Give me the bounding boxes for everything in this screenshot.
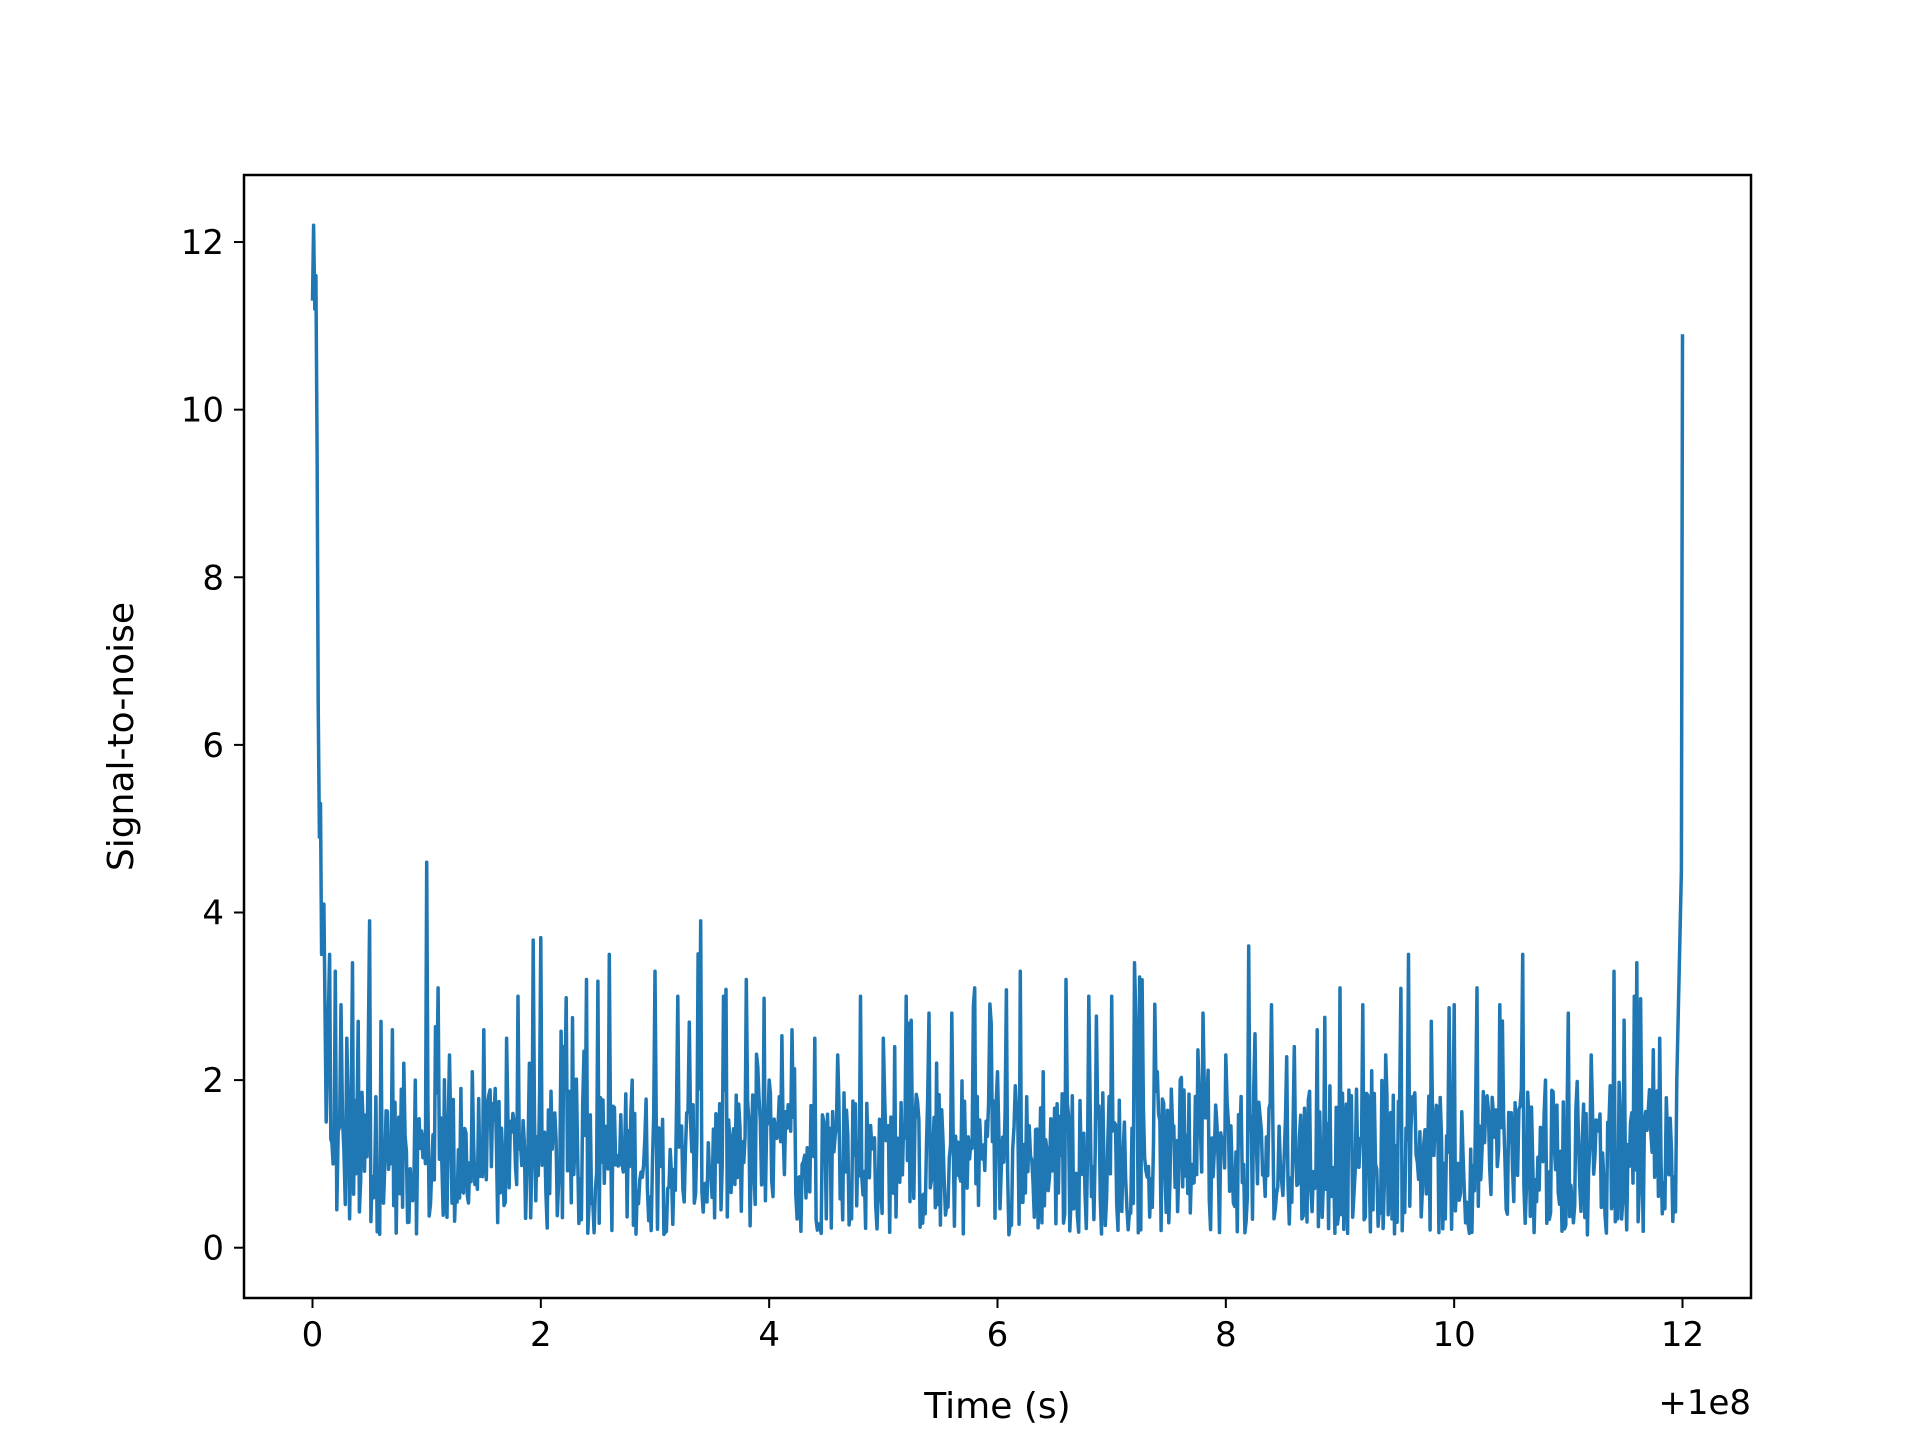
x-axis-label: Time (s) — [923, 1386, 1070, 1427]
x-tick-label: 8 — [1215, 1315, 1237, 1355]
y-tick-label: 12 — [181, 223, 224, 263]
x-tick-label: 0 — [302, 1315, 324, 1355]
x-axis-offset-label: +1e8 — [1658, 1383, 1751, 1423]
y-tick-label: 0 — [202, 1229, 224, 1269]
series-line-0 — [310, 223, 1685, 1237]
y-axis: 0 2 4 6 8 10 12 — [181, 223, 244, 1269]
x-tick-label: 6 — [987, 1315, 1009, 1355]
x-tick-label: 2 — [530, 1315, 552, 1355]
y-tick-label: 6 — [202, 726, 224, 766]
y-axis-label: Signal-to-noise — [101, 602, 142, 871]
y-tick-label: 2 — [202, 1061, 224, 1101]
x-tick-label: 12 — [1661, 1315, 1704, 1355]
y-tick-label: 8 — [202, 558, 224, 598]
plot-area — [310, 223, 1685, 1237]
x-tick-label: 10 — [1433, 1315, 1476, 1355]
y-tick-label: 10 — [181, 391, 224, 431]
x-axis: 0 2 4 6 8 10 12 — [302, 1298, 1704, 1355]
x-tick-label: 4 — [758, 1315, 780, 1355]
y-tick-label: 4 — [202, 893, 224, 933]
